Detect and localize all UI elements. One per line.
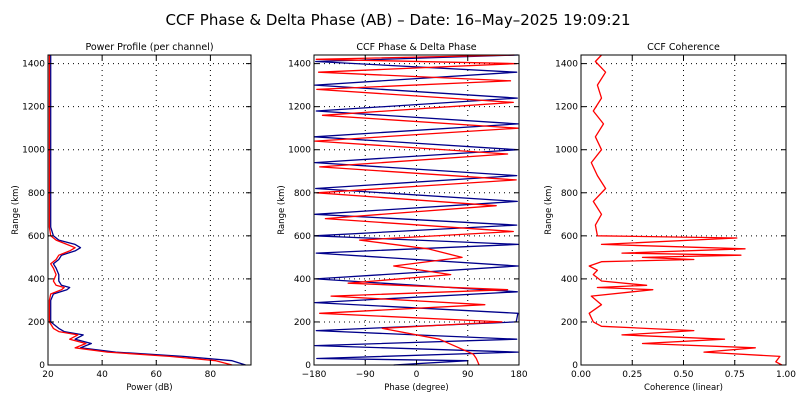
power-profile-xtick-label: 80 (205, 370, 217, 380)
panels: Power Profile (per channel)20 40 60 8002004… (11, 42, 796, 393)
phase-panel: CCF Phase & Delta Phase −180 −90 0 90 180 0 200… (277, 42, 528, 393)
coherence-xlabel: Coherence (linear) (644, 383, 723, 393)
power-profile-series-1 (50, 55, 246, 366)
power-profile-xtick-label: 60 (151, 370, 163, 380)
phase-ylabel: Range (km) (277, 185, 287, 234)
coherence-ytick-label: 200 (561, 318, 578, 328)
phase-ytick-label: 400 (294, 275, 311, 285)
coherence-ytick-label: 800 (561, 189, 578, 199)
phase-xtick-label: 180 (510, 370, 527, 380)
coherence-ytick-label: 600 (561, 232, 578, 242)
phase-ytick-label: 1200 (288, 103, 311, 113)
phase-series-2 (314, 54, 519, 366)
coherence-ytick-label: 1200 (555, 103, 578, 113)
power-profile-series-2 (48, 55, 233, 366)
power-profile-title: Power Profile (per channel) (85, 42, 213, 53)
phase-ytick-label: 1400 (288, 60, 311, 70)
coherence-ytick-label: 400 (561, 275, 578, 285)
phase-xtick-label: −90 (356, 370, 375, 380)
phase-ytick-label: 1000 (288, 146, 311, 156)
power-profile-ytick-label: 1400 (22, 60, 45, 70)
power-profile-ytick-label: 200 (28, 318, 45, 328)
power-profile-ytick-label: 1200 (22, 103, 45, 113)
power-profile-xtick-label: 20 (42, 370, 54, 380)
power-profile-ytick-label: 400 (28, 275, 45, 285)
power-profile-panel: Power Profile (per channel)20 40 60 8002004… (11, 42, 252, 393)
coherence-xtick-label: 0.00 (571, 370, 591, 380)
power-profile-ytick-label: 1000 (22, 146, 45, 156)
power-profile-ytick-label: 0 (39, 361, 45, 371)
phase-xtick-label: −180 (302, 370, 327, 380)
coherence-series-1 (588, 54, 783, 366)
phase-title: CCF Phase & Delta Phase (356, 42, 476, 53)
coherence-title: CCF Coherence (647, 42, 720, 53)
phase-ytick-label: 0 (305, 361, 311, 371)
coherence-xtick-label: 0.50 (673, 370, 693, 380)
power-profile-ytick-label: 600 (28, 232, 45, 242)
coherence-ylabel: Range (km) (544, 185, 554, 234)
coherence-panel: CCF Coherence 0.00 0.25 0.50 0.75 1.00 0 200 400… (544, 42, 796, 393)
phase-ytick-label: 200 (294, 318, 311, 328)
power-profile-xlabel: Power (dB) (126, 383, 172, 393)
power-profile-xtick-label: 40 (96, 370, 108, 380)
coherence-xtick-label: 1.00 (776, 370, 796, 380)
coherence-ytick-label: 1000 (555, 146, 578, 156)
power-profile-ytick-label: 800 (28, 189, 45, 199)
power-profile-ylabel: Range (km) (11, 185, 21, 234)
power-profile-frame (47, 54, 252, 366)
coherence-xtick-label: 0.75 (725, 370, 745, 380)
figure-title: CCF Phase & Delta Phase (AB) – Date: 16–… (165, 11, 630, 29)
coherence-ytick-label: 0 (572, 361, 578, 371)
phase-ytick-label: 600 (294, 232, 311, 242)
phase-xtick-label: 90 (462, 370, 474, 380)
coherence-xtick-label: 0.25 (622, 370, 642, 380)
phase-xtick-label: 0 (414, 370, 420, 380)
coherence-ytick-label: 1400 (555, 60, 578, 70)
phase-xlabel: Phase (degree) (384, 383, 449, 393)
phase-ytick-label: 800 (294, 189, 311, 199)
